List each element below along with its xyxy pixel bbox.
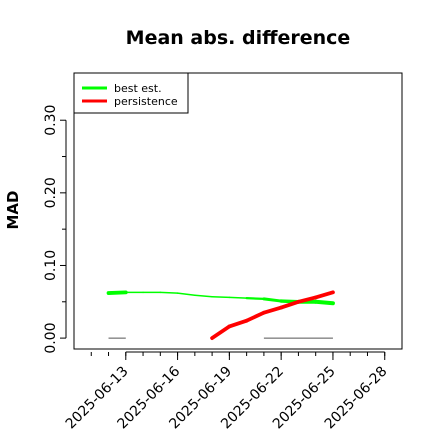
- y-axis: 0.00 0.10 0.20 0.30: [43, 105, 67, 354]
- x-axis: 2025-06-132025-06-162025-06-192025-06-22…: [63, 351, 391, 432]
- plot-area-frame: [73, 72, 403, 350]
- legend-label-persistence: persistence: [114, 95, 178, 108]
- line-segment: [211, 295, 231, 299]
- line-segment: [194, 294, 213, 298]
- y-tick-label: 0.00: [43, 323, 59, 354]
- line-segment: [262, 297, 283, 303]
- y-tick-label: 0.30: [43, 105, 59, 136]
- line-segment: [106, 290, 128, 295]
- line-segment: [227, 318, 249, 329]
- line-segment: [228, 296, 248, 299]
- y-tick-label: 0.10: [43, 250, 59, 281]
- line-segment: [313, 299, 335, 306]
- y-axis-label: MAD: [4, 191, 22, 230]
- y-tick-label: 0.20: [43, 177, 59, 208]
- line-segment: [244, 310, 266, 323]
- line-segment: [159, 291, 179, 294]
- legend: best est. persistence: [73, 72, 189, 114]
- line-segment: [261, 305, 284, 315]
- series-lines: [106, 290, 335, 341]
- legend-label-best-est: best est.: [114, 82, 162, 95]
- line-segment: [176, 292, 196, 297]
- chart-title: Mean abs. difference: [126, 27, 351, 49]
- legend-box: [73, 72, 189, 114]
- line-segment: [279, 299, 301, 310]
- line-segment: [210, 324, 232, 341]
- series-persistence: [210, 290, 335, 341]
- line-segment: [296, 295, 318, 304]
- line-segment: [245, 297, 265, 300]
- line-segment: [313, 290, 335, 300]
